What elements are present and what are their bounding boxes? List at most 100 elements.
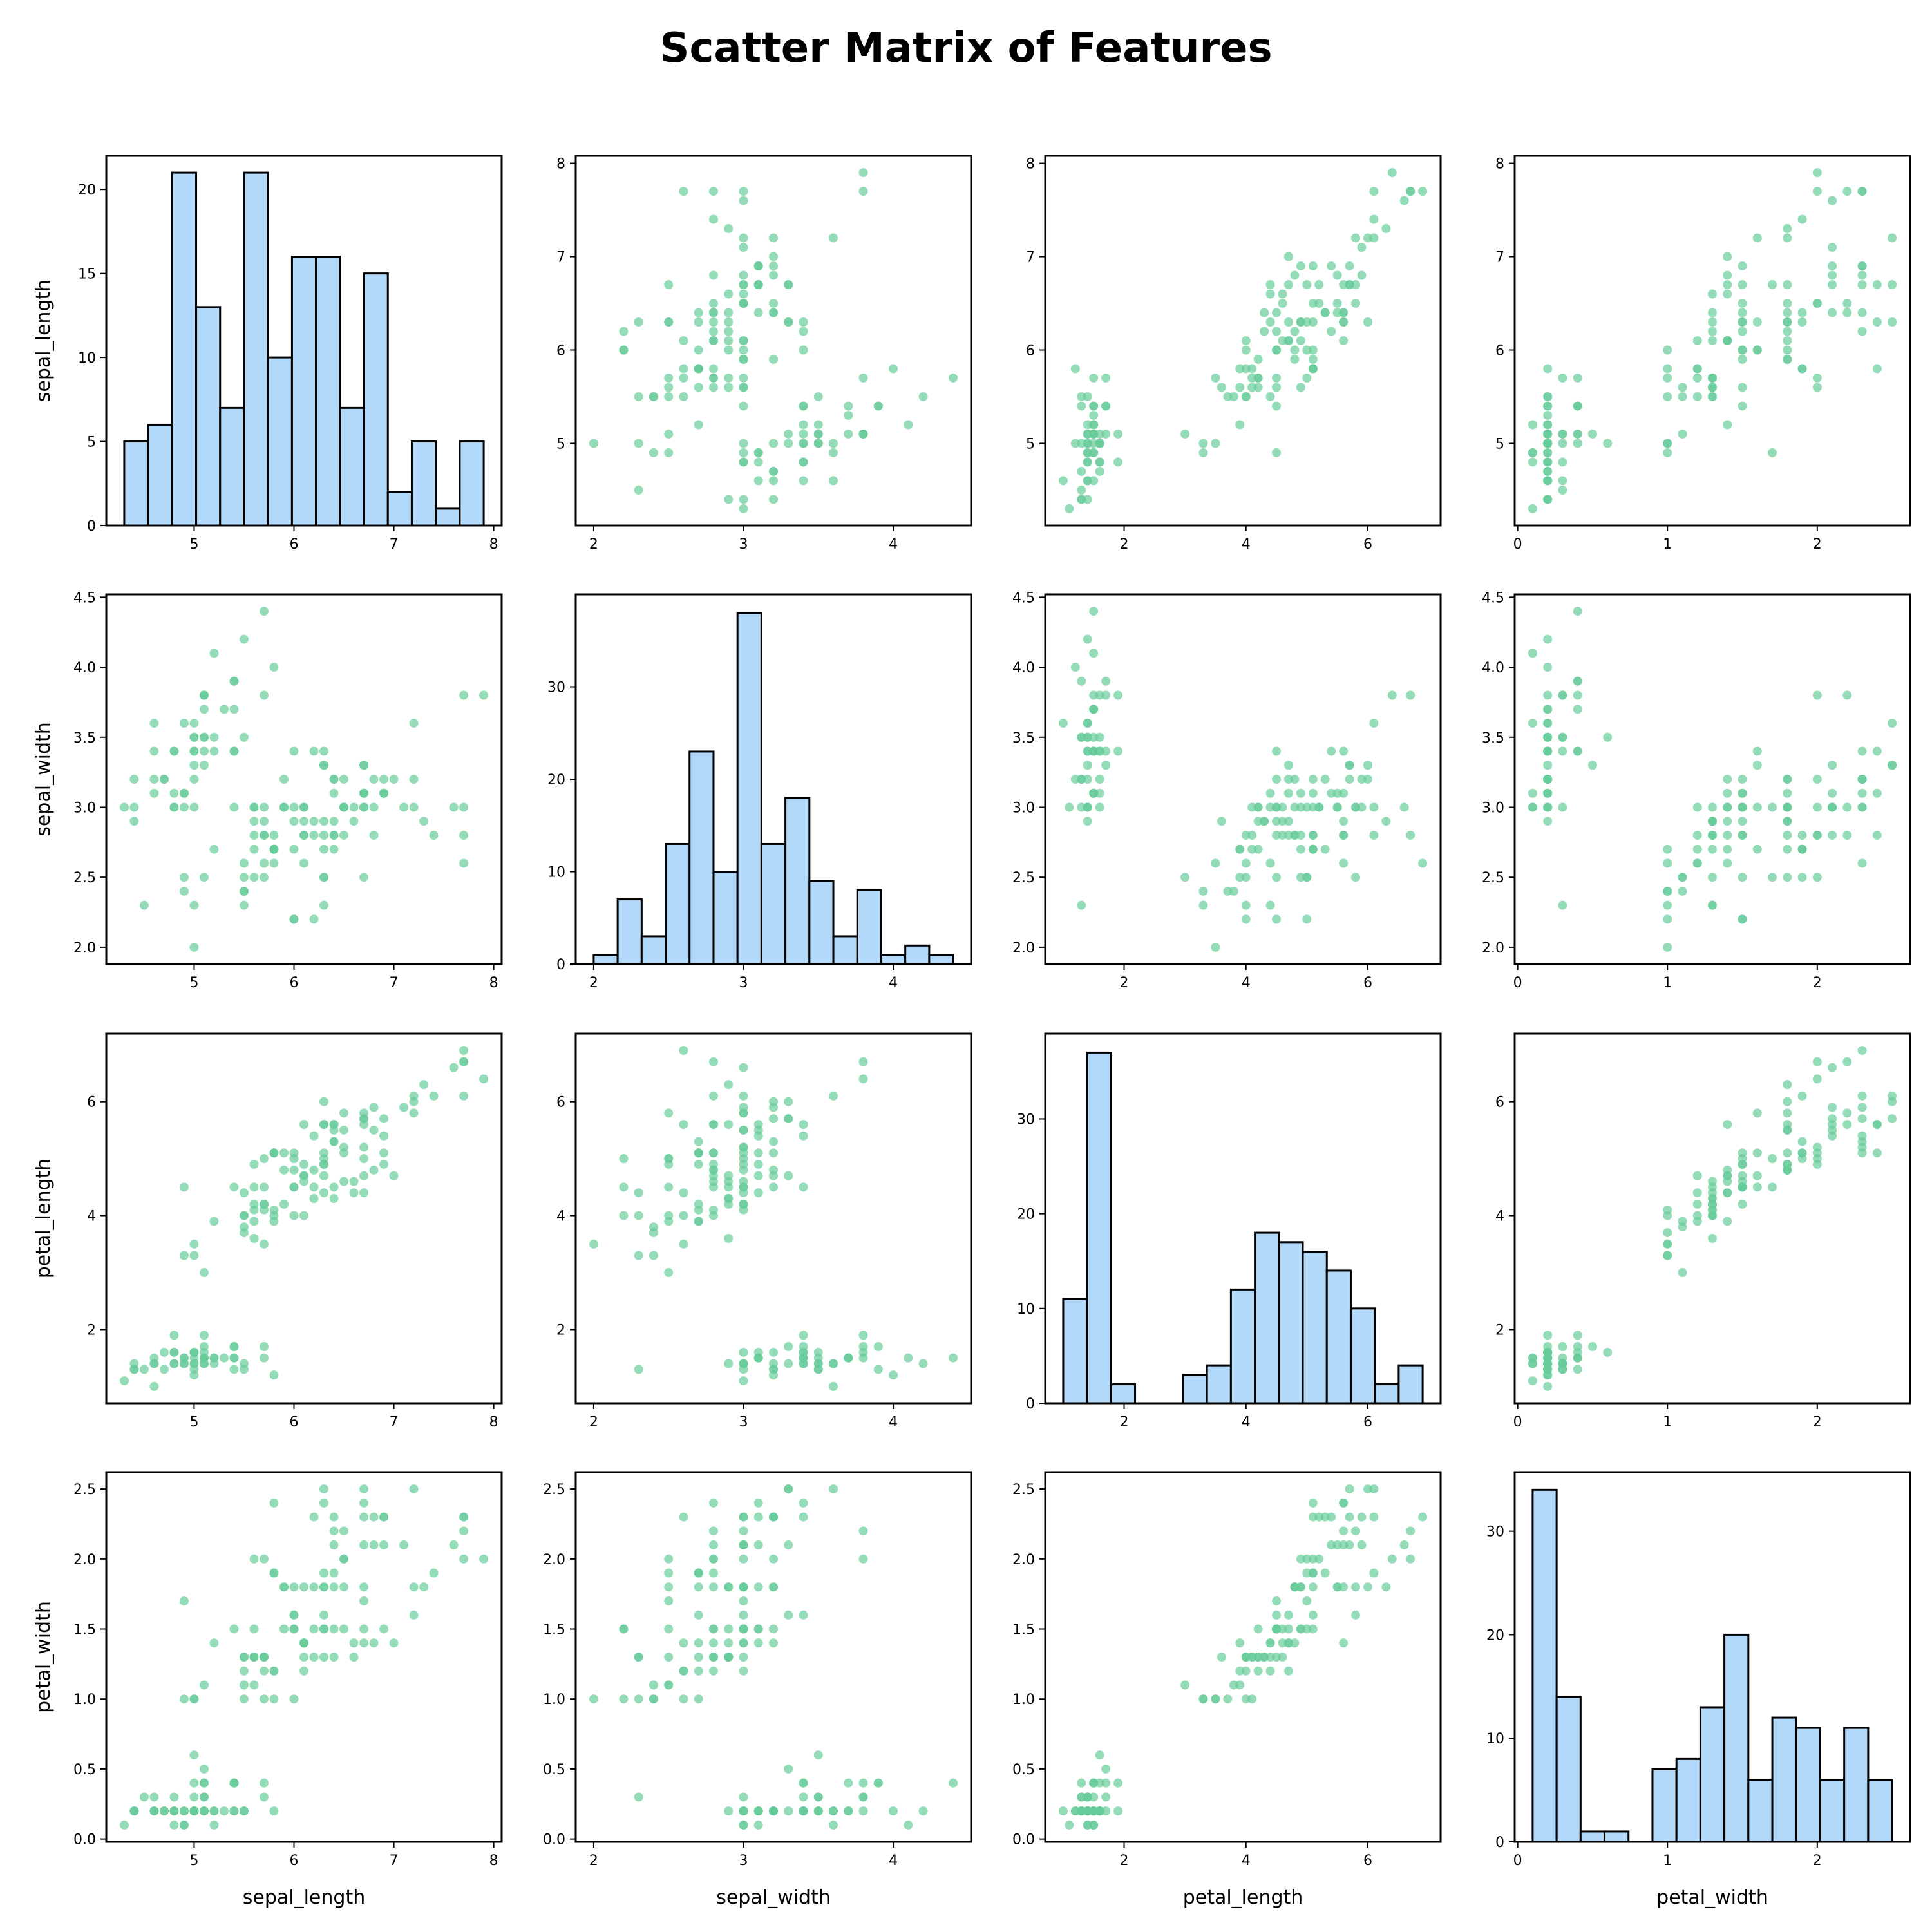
- subplot-petal_width-vs-sepal_width: 0.0 0.5 1.0 1.5 2.0 2.5 2 3 4: [543, 1471, 972, 1869]
- scatter-point: [1797, 830, 1807, 840]
- x-tick-label: 4: [889, 975, 898, 991]
- scatter-point: [858, 429, 868, 439]
- subplot-sepal_length-vs-sepal_length: 0 5 10 15 20 5 6 7 8: [78, 155, 503, 553]
- scatter-point: [799, 1806, 808, 1816]
- histogram-bar: [290, 256, 317, 527]
- scatter-point: [1339, 830, 1349, 840]
- scatter-point: [419, 817, 429, 826]
- scatter-point: [1752, 1182, 1762, 1192]
- scatter-point: [149, 746, 159, 756]
- scatter-point: [829, 233, 838, 243]
- scatter-point: [1797, 873, 1807, 882]
- scatter-point: [694, 1137, 703, 1146]
- scatter-point: [209, 746, 219, 756]
- scatter-point: [769, 1347, 778, 1357]
- scatter-point: [664, 392, 674, 401]
- scatter-point: [1198, 900, 1208, 910]
- scatter-point: [279, 1148, 289, 1158]
- scatter-point: [799, 1353, 808, 1363]
- scatter-point: [1235, 844, 1245, 854]
- scatter-point: [249, 802, 259, 812]
- scatter-point: [169, 1359, 179, 1368]
- scatter-point: [1812, 187, 1822, 196]
- x-tick-label: 6: [1363, 975, 1372, 991]
- scatter-point: [1558, 476, 1567, 486]
- x-tick-label: 2: [1813, 975, 1822, 991]
- scatter-point: [1241, 345, 1251, 355]
- scatter-point: [739, 401, 748, 411]
- scatter-point: [279, 1624, 289, 1634]
- y-tick-label: 4: [556, 1209, 565, 1225]
- y-tick-label: 2.0: [1482, 940, 1504, 956]
- scatter-point: [359, 1638, 369, 1648]
- scatter-point: [179, 1251, 189, 1260]
- axes-frame: [574, 155, 972, 527]
- scatter-point: [739, 1091, 748, 1101]
- scatter-point: [829, 1484, 838, 1494]
- y-tick-label: 2.0: [1012, 940, 1035, 956]
- scatter-point: [269, 858, 279, 868]
- histogram-bar: [808, 880, 835, 965]
- scatter-point: [1573, 439, 1582, 448]
- scatter-point: [858, 1331, 868, 1340]
- axes-frame: [574, 1032, 972, 1405]
- scatter-point: [1543, 476, 1553, 486]
- scatter-point: [1783, 317, 1792, 327]
- scatter-point: [1692, 830, 1702, 840]
- scatter-point: [1095, 439, 1104, 448]
- scatter-point: [679, 1120, 688, 1130]
- y-tick-label: 1.5: [543, 1622, 565, 1638]
- scatter-point: [664, 383, 674, 392]
- y-tick-label: 5: [87, 435, 96, 451]
- scatter-point: [329, 817, 339, 826]
- scatter-point: [1738, 817, 1747, 826]
- scatter-point: [1077, 495, 1086, 504]
- scatter-point: [1211, 942, 1220, 952]
- scatter-point: [858, 1526, 868, 1536]
- scatter-point: [1558, 485, 1567, 495]
- y-tick-label: 2: [87, 1322, 96, 1338]
- scatter-point: [784, 1097, 793, 1106]
- scatter-point: [1241, 1666, 1251, 1676]
- y-tick-label: 3.0: [1012, 800, 1035, 816]
- scatter-point: [359, 1540, 369, 1550]
- scatter-point: [949, 373, 958, 383]
- scatter-point: [359, 802, 369, 812]
- scatter-point: [229, 802, 239, 812]
- scatter-point: [209, 732, 219, 742]
- y-tick-label: 30: [547, 680, 565, 696]
- scatter-point: [279, 1165, 289, 1175]
- axes-frame: [105, 1471, 503, 1843]
- y-tick-label: 2.5: [543, 1482, 565, 1498]
- scatter-point: [708, 1057, 718, 1066]
- histogram-bar: [688, 750, 715, 965]
- scatter-point: [1290, 802, 1300, 812]
- scatter-point: [1101, 373, 1111, 383]
- scatter-point: [664, 1582, 674, 1592]
- scatter-point: [1842, 830, 1852, 840]
- scatter-point: [1768, 802, 1777, 812]
- x-tick-label: 6: [1363, 1853, 1372, 1869]
- scatter-point: [918, 1359, 928, 1368]
- scatter-point: [724, 289, 734, 299]
- scatter-point: [249, 1554, 259, 1564]
- scatter-point: [1828, 261, 1837, 271]
- y-axis-label-petal_length: petal_length: [32, 1159, 55, 1279]
- scatter-point: [1083, 476, 1092, 486]
- y-tick-label: 20: [1486, 1627, 1504, 1643]
- y-tick-label: 4.5: [1482, 590, 1504, 606]
- scatter-point: [708, 308, 718, 317]
- scatter-point: [1528, 788, 1537, 798]
- scatter-point: [1296, 383, 1305, 392]
- scatter-point: [169, 802, 179, 812]
- scatter-point: [1357, 243, 1367, 252]
- scatter-point: [1752, 746, 1762, 756]
- scatter-point: [299, 1666, 308, 1676]
- scatter-point: [1283, 1624, 1293, 1634]
- scatter-point: [1387, 168, 1397, 178]
- scatter-point: [419, 1582, 429, 1592]
- scatter-point: [799, 1182, 808, 1192]
- scatter-point: [1083, 1806, 1092, 1816]
- scatter-point: [1708, 1194, 1717, 1204]
- scatter-point: [1842, 308, 1852, 317]
